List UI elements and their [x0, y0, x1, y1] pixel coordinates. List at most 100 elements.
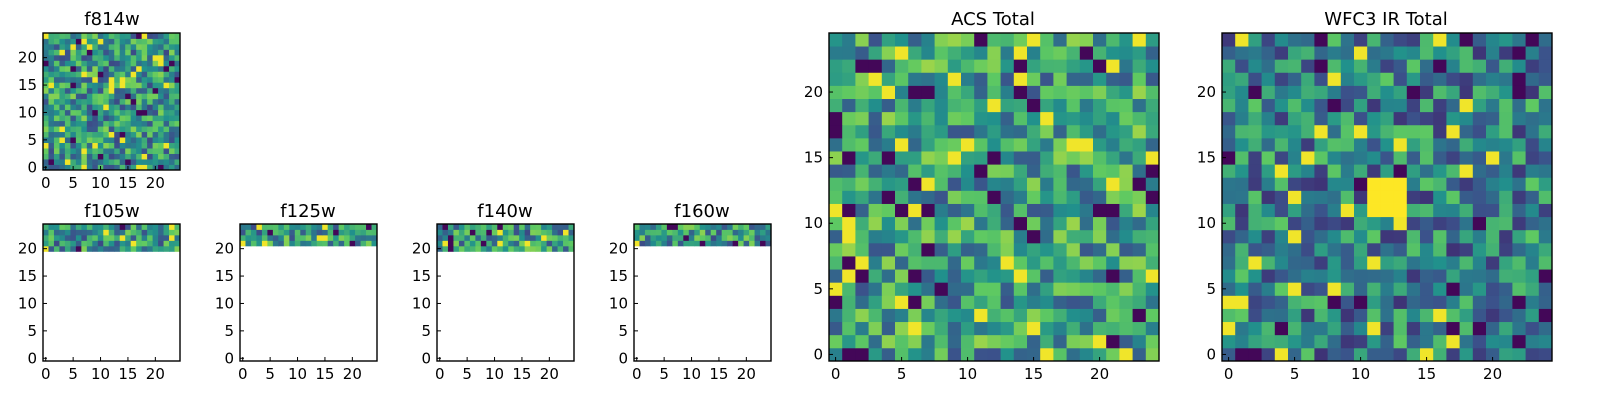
heatmap-cell [43, 240, 49, 247]
heatmap-cell [1301, 282, 1315, 296]
heatmap-cell [97, 87, 104, 94]
heatmap-cell [895, 216, 909, 231]
heatmap-cell [921, 164, 935, 178]
heatmap-cell [1222, 229, 1236, 244]
heatmap-cell [1380, 111, 1394, 126]
heatmap-cell [1119, 190, 1133, 204]
heatmap-cell [987, 282, 1001, 296]
heatmap-cell [1486, 111, 1500, 126]
heatmap-cell [1274, 321, 1289, 336]
heatmap-cell [1380, 59, 1394, 73]
heatmap-cell [934, 85, 949, 99]
heatmap-cell [1472, 124, 1487, 139]
heatmap-cell [169, 131, 175, 138]
heatmap-cell [1235, 282, 1249, 296]
heatmap-cell [855, 229, 869, 244]
heatmap-cell [961, 282, 975, 296]
heatmap-cell [453, 245, 460, 252]
heatmap-cell [497, 224, 504, 230]
heatmap-cell [1314, 124, 1328, 139]
heatmap-cell [119, 137, 126, 143]
heatmap-cell [163, 126, 170, 133]
heatmap-cell [1093, 308, 1107, 323]
heatmap-cell [125, 104, 132, 111]
heatmap-cell [1525, 59, 1540, 73]
heatmap-cell [119, 126, 126, 133]
heatmap-cell [947, 269, 962, 283]
heatmap-cell [158, 245, 164, 252]
heatmap-cell [480, 240, 487, 247]
heatmap-cell [119, 104, 126, 111]
heatmap-cell [169, 54, 175, 61]
heatmap-cell [530, 229, 537, 236]
heatmap-cell [1288, 111, 1302, 126]
heatmap-cell [1393, 229, 1408, 244]
heatmap-cell [152, 109, 159, 116]
heatmap-cell [103, 245, 110, 252]
heatmap-cell [70, 43, 77, 50]
heatmap-cell [1066, 321, 1081, 336]
heatmap-cell [136, 131, 143, 138]
heatmap-cell [147, 76, 153, 83]
heatmap-cell [1053, 151, 1067, 165]
heatmap-cell [1222, 72, 1236, 86]
heatmap-cell [881, 151, 896, 165]
heatmap-cell [360, 234, 367, 241]
heatmap-cell [1079, 124, 1094, 139]
heatmap-cell [1235, 229, 1249, 244]
heatmap-cell [1053, 177, 1067, 191]
heatmap-cell [344, 240, 350, 247]
heatmap-cell [1367, 164, 1381, 178]
heatmap-cell [300, 240, 307, 247]
heatmap-cell [163, 234, 170, 241]
heatmap-cell [130, 142, 137, 149]
heatmap-cell [1301, 137, 1315, 152]
x-tick-label: 0 [831, 365, 841, 383]
heatmap-cell [1222, 242, 1236, 257]
heatmap-cell [86, 234, 93, 241]
heatmap-cell [1354, 203, 1368, 218]
heatmap-cell [371, 240, 378, 247]
heatmap-cell [1446, 190, 1460, 204]
heatmap-cell [1222, 151, 1236, 165]
heatmap-cell [169, 240, 175, 247]
heatmap-cell [147, 115, 153, 122]
heatmap-cell [639, 240, 646, 247]
heatmap-cell [158, 98, 164, 105]
heatmap-cell [70, 98, 77, 105]
heatmap-cell [147, 153, 153, 160]
heatmap-cell [491, 234, 498, 241]
heatmap-cell [48, 131, 55, 138]
heatmap-cell [1145, 216, 1160, 231]
heatmap-cell [644, 224, 651, 230]
heatmap-cell [108, 153, 115, 160]
heatmap-cell [1132, 59, 1147, 73]
heatmap-cell [130, 98, 137, 105]
heatmap-cell [1340, 334, 1355, 349]
heatmap-cell [475, 240, 482, 247]
y-tick-label: 0 [1206, 345, 1216, 363]
heatmap-cell [64, 164, 71, 171]
heatmap-cell [169, 76, 175, 83]
heatmap-cell [1446, 308, 1460, 323]
heatmap-cell [1235, 347, 1249, 362]
heatmap-cell [1301, 269, 1315, 283]
heatmap-cell [108, 240, 115, 247]
heatmap-cell [163, 159, 170, 165]
heatmap-cell [81, 148, 88, 154]
heatmap-cell [1301, 190, 1315, 204]
heatmap-cell [1499, 33, 1513, 47]
heatmap-cell [634, 229, 640, 236]
heatmap-cell [1459, 190, 1474, 204]
heatmap-cell [1433, 269, 1447, 283]
heatmap-cell [1132, 282, 1147, 296]
heatmap-cell [103, 49, 110, 56]
heatmap-cell [895, 256, 909, 270]
heatmap-cell [48, 234, 55, 241]
heatmap-cell [136, 137, 143, 143]
heatmap-cell [1420, 190, 1434, 204]
heatmap-cell [655, 224, 662, 230]
heatmap-cell [1406, 229, 1421, 244]
heatmap-cell [1327, 151, 1342, 165]
